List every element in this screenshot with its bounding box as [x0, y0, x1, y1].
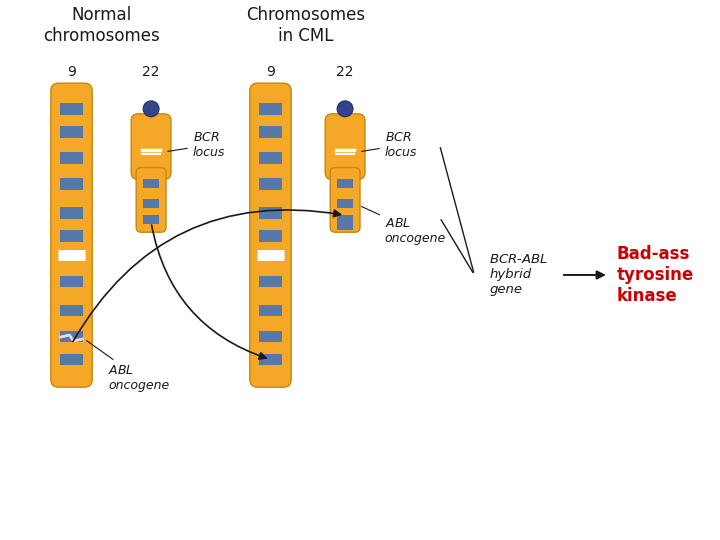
Ellipse shape	[64, 251, 79, 260]
Bar	[60, 331, 84, 342]
Bar	[60, 103, 84, 115]
Bar	[258, 126, 282, 138]
Bar	[337, 179, 353, 188]
Bar	[60, 276, 84, 287]
FancyArrowPatch shape	[564, 272, 604, 279]
Bar	[143, 179, 159, 188]
FancyBboxPatch shape	[325, 114, 365, 179]
Bar	[258, 230, 282, 242]
Bar	[143, 199, 159, 207]
Text: 22: 22	[336, 65, 354, 79]
Bar	[337, 215, 353, 224]
FancyBboxPatch shape	[147, 112, 155, 124]
FancyArrowPatch shape	[73, 210, 341, 342]
Bar	[143, 215, 159, 224]
FancyBboxPatch shape	[51, 83, 92, 387]
Text: $ABL$
oncogene: $ABL$ oncogene	[361, 206, 446, 245]
Ellipse shape	[263, 251, 278, 260]
Bar	[258, 331, 282, 342]
Circle shape	[143, 101, 159, 117]
Text: $BCR$-$ABL$
hybrid
gene: $BCR$-$ABL$ hybrid gene	[490, 253, 549, 296]
Ellipse shape	[64, 251, 79, 260]
Bar	[60, 126, 84, 138]
FancyBboxPatch shape	[250, 83, 291, 387]
Circle shape	[337, 101, 353, 117]
FancyBboxPatch shape	[136, 167, 166, 232]
Text: Normal
chromosomes: Normal chromosomes	[43, 6, 160, 45]
Bar	[258, 354, 282, 365]
Text: 9: 9	[67, 65, 76, 79]
FancyArrowPatch shape	[152, 225, 266, 359]
Bar	[60, 230, 84, 242]
Bar	[258, 207, 282, 219]
Text: 22: 22	[143, 65, 160, 79]
Bar	[60, 354, 84, 365]
Bar	[60, 305, 84, 316]
Bar	[258, 276, 282, 287]
FancyBboxPatch shape	[341, 112, 349, 124]
Ellipse shape	[263, 251, 278, 260]
Bar	[258, 152, 282, 164]
Bar	[60, 152, 84, 164]
Bar	[258, 305, 282, 316]
Bar	[337, 199, 353, 207]
Text: $BCR$
locus: $BCR$ locus	[168, 131, 225, 159]
Bar	[60, 178, 84, 190]
Text: Bad-ass
tyrosine
kinase: Bad-ass tyrosine kinase	[616, 245, 694, 305]
Text: Chromosomes
in CML: Chromosomes in CML	[246, 6, 365, 45]
Text: $BCR$
locus: $BCR$ locus	[361, 131, 418, 159]
Bar	[337, 221, 353, 229]
Bar	[258, 103, 282, 115]
FancyBboxPatch shape	[330, 167, 360, 232]
Text: 9: 9	[266, 65, 275, 79]
Text: $ABL$
oncogene: $ABL$ oncogene	[86, 341, 169, 392]
FancyBboxPatch shape	[131, 114, 171, 179]
Bar	[60, 207, 84, 219]
Bar	[258, 178, 282, 190]
